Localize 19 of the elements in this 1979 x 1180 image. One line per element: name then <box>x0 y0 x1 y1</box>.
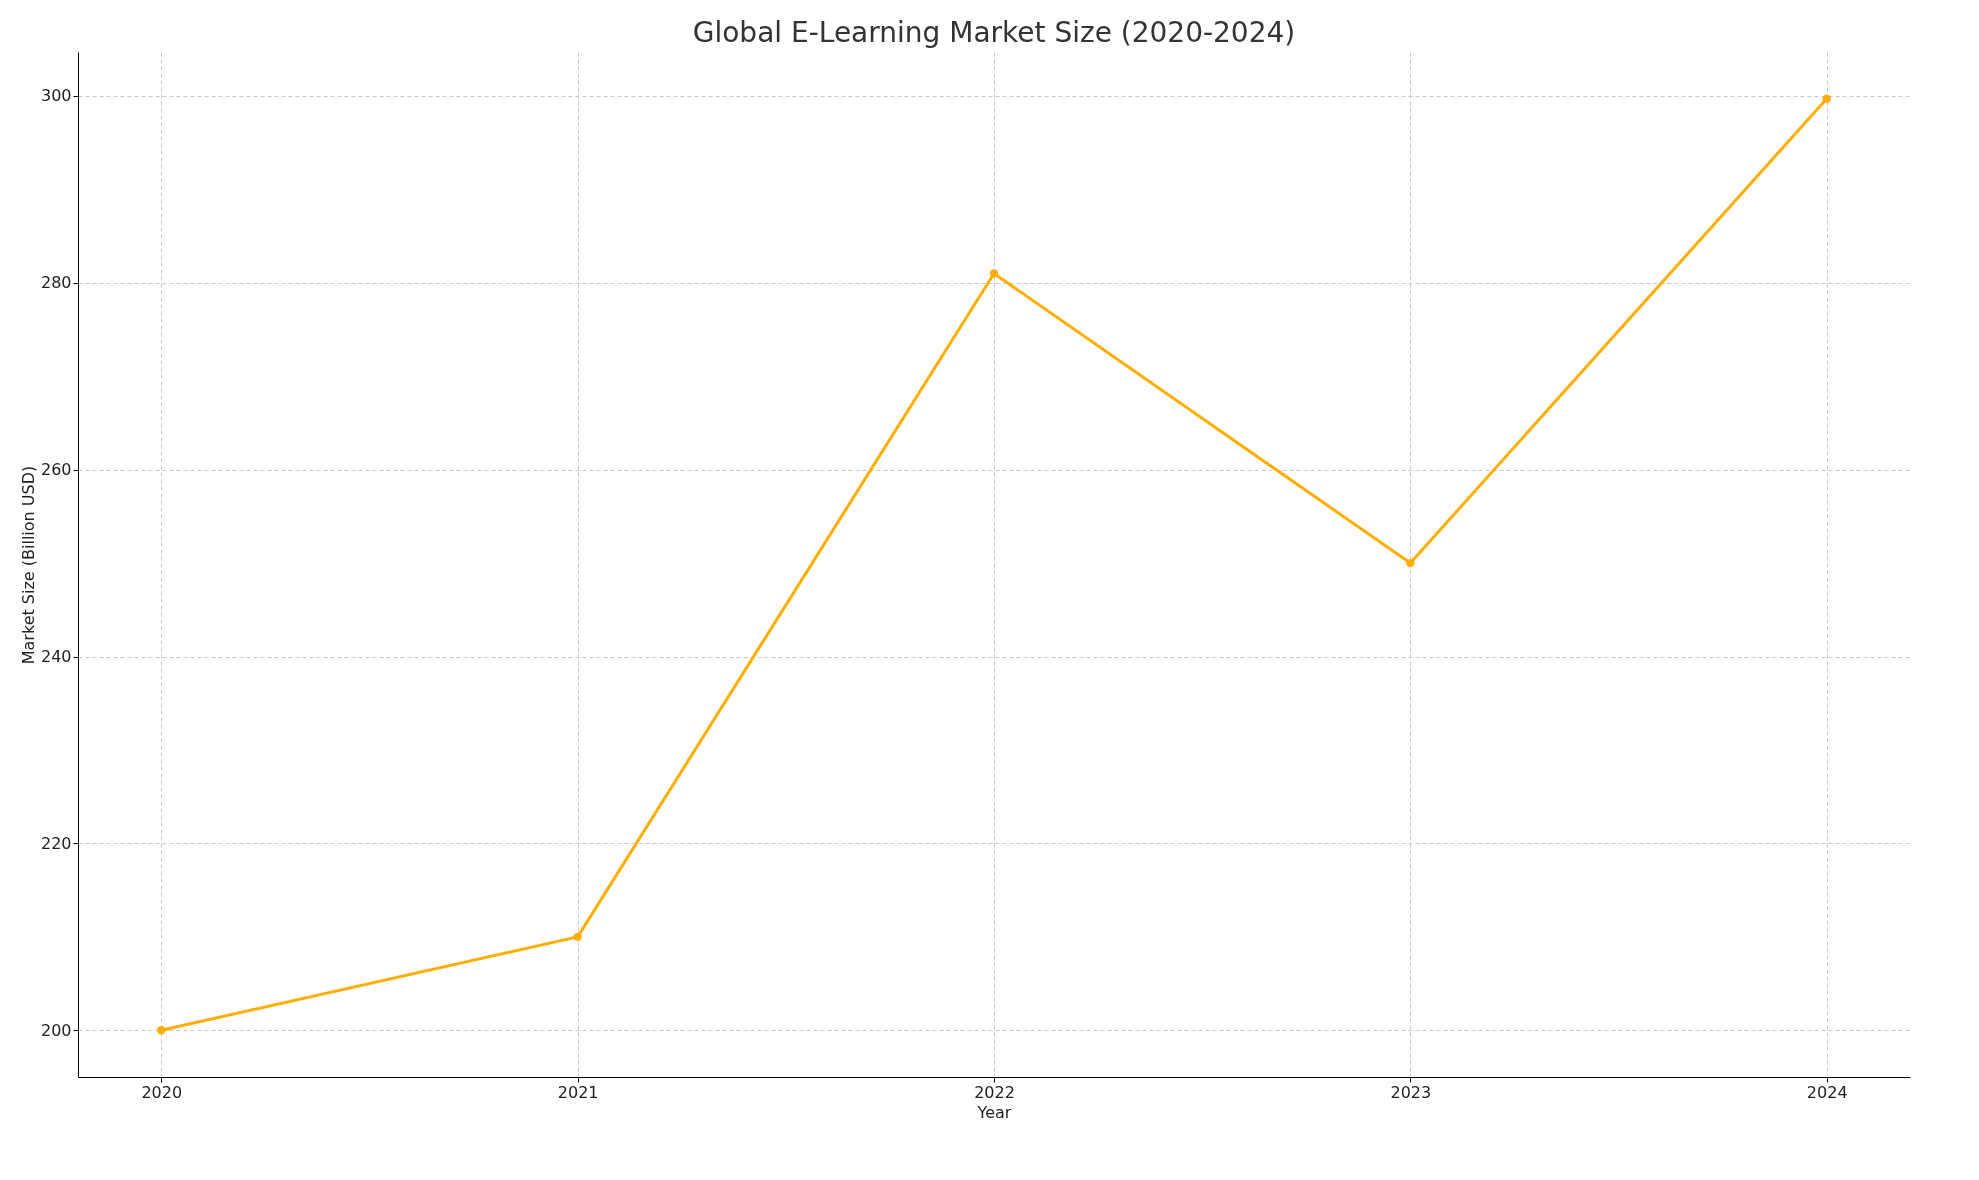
x-tick-label: 2023 <box>1390 1082 1432 1102</box>
y-tick-label: 300 <box>40 86 72 106</box>
y-tick-label: 220 <box>40 833 72 853</box>
y-tick-label: 240 <box>40 647 72 667</box>
x-tick-label: 2024 <box>1806 1082 1848 1102</box>
y-tick-label: 200 <box>40 1020 72 1040</box>
y-axis-title: Market Size (Billion USD) <box>18 465 38 665</box>
point <box>157 1026 166 1035</box>
point <box>1406 558 1415 568</box>
x-axis-title: Year <box>976 1102 1012 1122</box>
y-tick-label: 280 <box>40 273 72 293</box>
x-tick-label: 2020 <box>141 1082 183 1102</box>
y-tick-label: 260 <box>40 460 72 480</box>
point <box>989 269 999 278</box>
point <box>573 932 582 942</box>
point <box>1822 94 1831 103</box>
chart-title: Global E-Learning Market Size (2020-2024) <box>692 16 1296 49</box>
x-tick-label: 2021 <box>557 1082 599 1102</box>
x-tick-label: 2022 <box>974 1082 1015 1102</box>
